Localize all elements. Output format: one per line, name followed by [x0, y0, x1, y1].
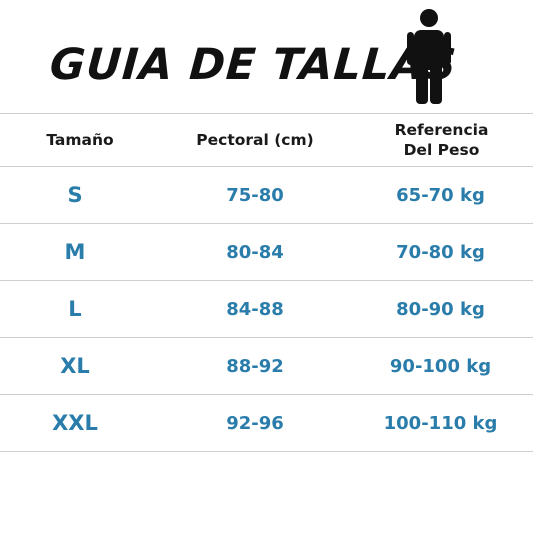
weight-value: 80-90 kg — [396, 298, 485, 320]
header-weight-line1: Referencia — [394, 121, 489, 139]
table-row: XL 88-92 90-100 kg — [0, 338, 533, 395]
person-icon — [407, 9, 451, 104]
header-weight: Referencia Del Peso — [350, 114, 533, 166]
table-header: Tamaño Pectoral (cm) Referencia Del Peso — [0, 113, 533, 167]
weight-value: 65-70 kg — [396, 184, 485, 206]
weight-value: 70-80 kg — [396, 241, 485, 263]
chest-value: 75-80 — [226, 184, 284, 206]
page-title: GUIA DE TALLAS — [48, 40, 459, 90]
size-table: Tamaño Pectoral (cm) Referencia Del Peso… — [0, 113, 533, 452]
size-value: XXL — [52, 411, 98, 435]
chest-value: 80-84 — [226, 241, 284, 263]
table-row: S 75-80 65-70 kg — [0, 167, 533, 224]
table-row: XXL 92-96 100-110 kg — [0, 395, 533, 452]
weight-value: 90-100 kg — [389, 355, 492, 377]
header-chest: Pectoral (cm) — [196, 131, 314, 149]
chest-value: 84-88 — [226, 298, 284, 320]
size-value: XL — [60, 354, 90, 378]
size-value: M — [64, 240, 86, 264]
table-row: L 84-88 80-90 kg — [0, 281, 533, 338]
header-size: Tamaño — [46, 131, 114, 149]
size-value: S — [67, 183, 83, 207]
size-value: L — [68, 297, 82, 321]
chest-value: 92-96 — [226, 412, 284, 434]
header-weight-line2: Del Peso — [403, 141, 480, 159]
chest-value: 88-92 — [226, 355, 284, 377]
weight-value: 100-110 kg — [383, 412, 498, 434]
table-row: M 80-84 70-80 kg — [0, 224, 533, 281]
